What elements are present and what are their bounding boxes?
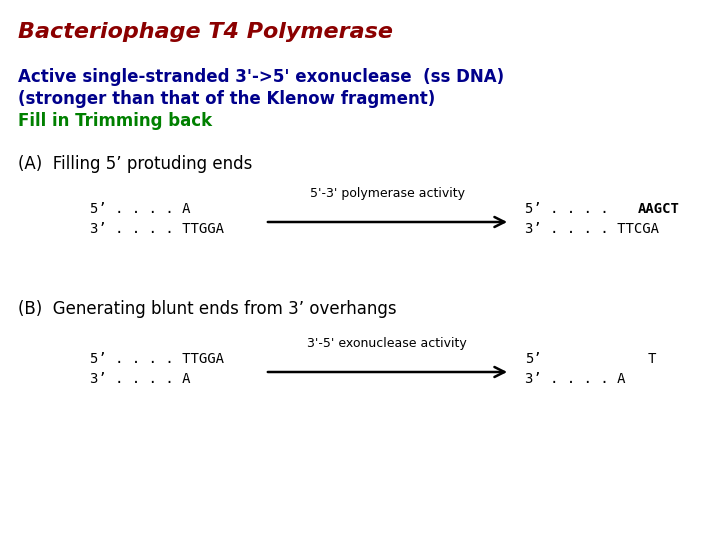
Text: T: T — [648, 352, 657, 366]
Text: 3’ . . . . A: 3’ . . . . A — [525, 372, 626, 386]
Text: 3'-5' exonuclease activity: 3'-5' exonuclease activity — [307, 337, 467, 350]
Text: Active single-stranded 3'->5' exonuclease  (ss DNA): Active single-stranded 3'->5' exonucleas… — [18, 68, 504, 86]
Text: 5'-3' polymerase activity: 5'-3' polymerase activity — [310, 187, 464, 200]
Text: AAGCT: AAGCT — [638, 202, 680, 216]
Text: (B)  Generating blunt ends from 3’ overhangs: (B) Generating blunt ends from 3’ overha… — [18, 300, 397, 318]
Text: 3’ . . . . TTGGA: 3’ . . . . TTGGA — [90, 222, 224, 236]
Text: 3’ . . . . TTCGA: 3’ . . . . TTCGA — [525, 222, 659, 236]
Text: 3’ . . . . A: 3’ . . . . A — [90, 372, 191, 386]
Text: (stronger than that of the Klenow fragment): (stronger than that of the Klenow fragme… — [18, 90, 436, 108]
Text: Bacteriophage T4 Polymerase: Bacteriophage T4 Polymerase — [18, 22, 393, 42]
Text: 5’ . . . .: 5’ . . . . — [525, 202, 617, 216]
Text: 5’ . . . . TTGGA: 5’ . . . . TTGGA — [90, 352, 224, 366]
Text: (A)  Filling 5’ protuding ends: (A) Filling 5’ protuding ends — [18, 155, 253, 173]
Text: 5’ . . . . A: 5’ . . . . A — [90, 202, 191, 216]
Text: Fill in Trimming back: Fill in Trimming back — [18, 112, 212, 130]
Text: 5’: 5’ — [525, 352, 541, 366]
